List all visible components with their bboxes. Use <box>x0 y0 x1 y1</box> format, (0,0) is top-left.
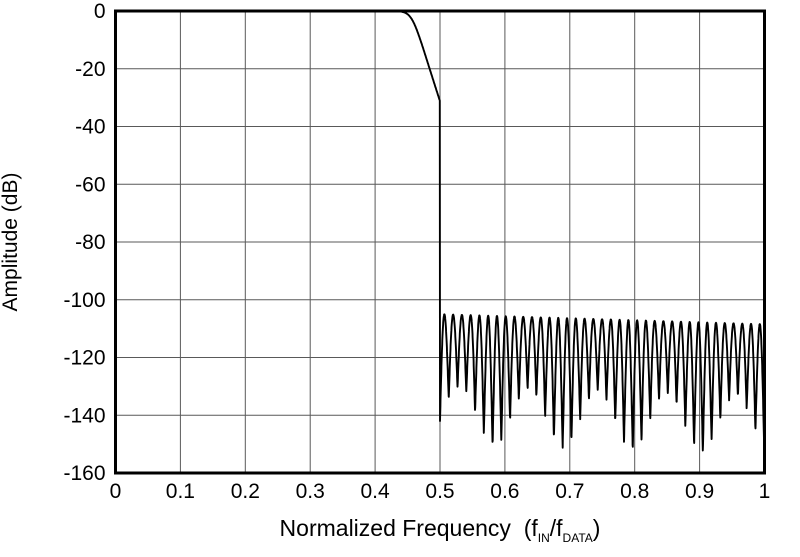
svg-text:0.8: 0.8 <box>620 480 649 503</box>
svg-text:-100: -100 <box>63 289 105 312</box>
svg-text:-120: -120 <box>63 347 105 370</box>
svg-text:0.1: 0.1 <box>166 480 195 503</box>
svg-text:0.2: 0.2 <box>231 480 260 503</box>
svg-text:0: 0 <box>94 0 106 23</box>
svg-text:-160: -160 <box>63 462 105 485</box>
svg-text:0: 0 <box>110 480 122 503</box>
svg-text:0.7: 0.7 <box>555 480 584 503</box>
svg-text:-80: -80 <box>75 231 105 254</box>
svg-text:1: 1 <box>759 480 771 503</box>
svg-text:0.9: 0.9 <box>685 480 714 503</box>
svg-text:-20: -20 <box>75 58 105 81</box>
svg-text:0.4: 0.4 <box>360 480 390 503</box>
svg-text:-140: -140 <box>63 404 105 427</box>
svg-text:0.3: 0.3 <box>296 480 325 503</box>
svg-text:-40: -40 <box>75 116 105 139</box>
svg-text:-60: -60 <box>75 173 105 196</box>
svg-text:0.6: 0.6 <box>490 480 519 503</box>
svg-text:0.5: 0.5 <box>425 480 454 503</box>
